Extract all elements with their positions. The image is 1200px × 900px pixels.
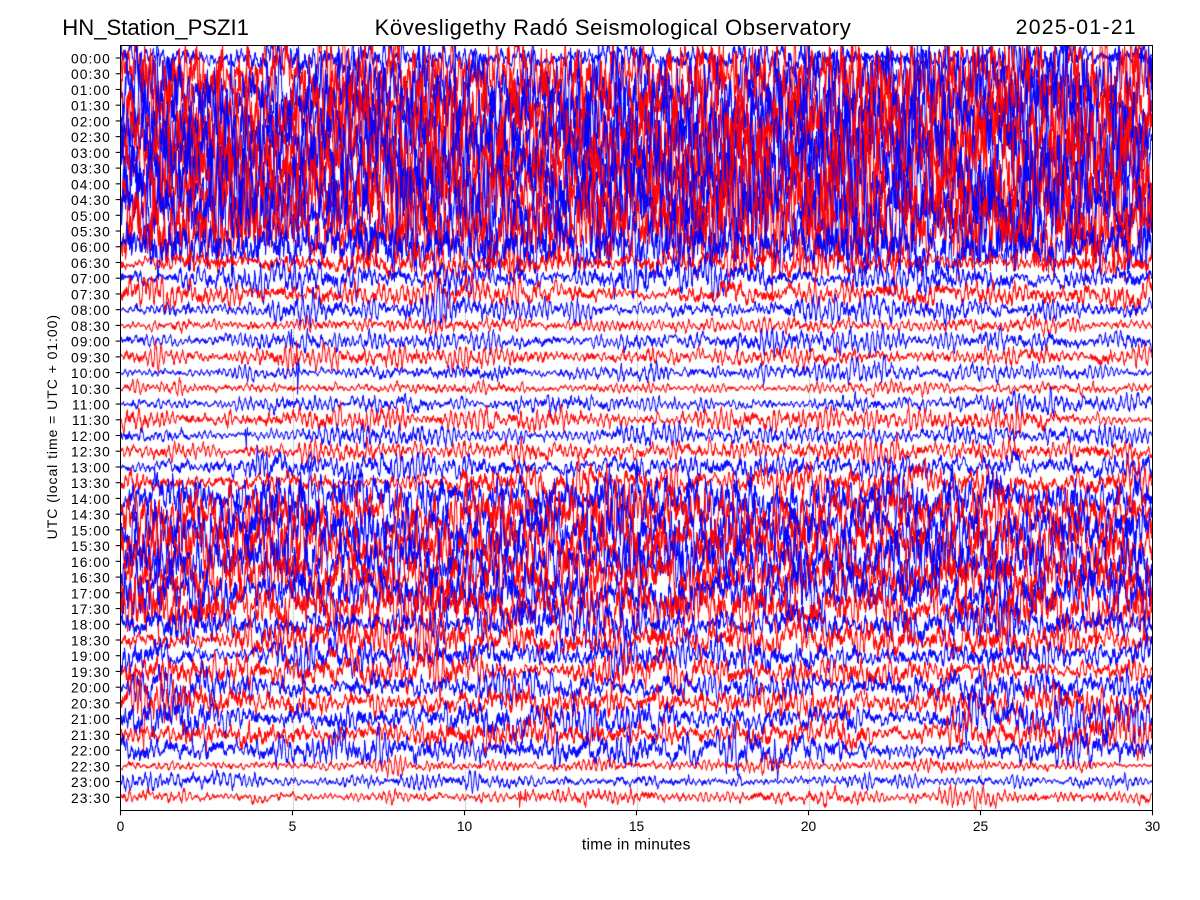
svg-text:04:00: 04:00 [71, 177, 111, 192]
svg-text:16:30: 16:30 [71, 571, 111, 586]
svg-text:09:00: 09:00 [71, 335, 111, 350]
svg-text:13:30: 13:30 [71, 476, 111, 491]
svg-text:06:30: 06:30 [71, 256, 111, 271]
svg-text:20: 20 [801, 819, 817, 834]
svg-text:08:30: 08:30 [71, 319, 111, 334]
svg-text:23:30: 23:30 [71, 791, 111, 806]
svg-text:21:00: 21:00 [71, 712, 111, 727]
svg-text:04:30: 04:30 [71, 193, 111, 208]
svg-text:11:00: 11:00 [72, 398, 111, 413]
svg-text:10:00: 10:00 [71, 366, 111, 381]
svg-text:20:30: 20:30 [71, 696, 111, 711]
svg-text:15:30: 15:30 [71, 539, 111, 554]
svg-text:03:30: 03:30 [71, 162, 111, 177]
svg-text:02:00: 02:00 [71, 114, 111, 129]
svg-text:02:30: 02:30 [71, 130, 111, 145]
svg-text:00:00: 00:00 [71, 51, 111, 66]
svg-text:11:30: 11:30 [72, 413, 111, 428]
svg-text:15: 15 [629, 819, 645, 834]
svg-text:time in minutes: time in minutes [582, 837, 691, 854]
svg-text:07:00: 07:00 [71, 272, 111, 287]
svg-text:25: 25 [973, 819, 989, 834]
svg-text:05:30: 05:30 [71, 224, 111, 239]
svg-text:20:00: 20:00 [71, 681, 111, 696]
svg-text:22:00: 22:00 [71, 744, 111, 759]
svg-text:00:30: 00:30 [71, 67, 111, 82]
svg-text:22:30: 22:30 [71, 759, 111, 774]
svg-text:07:30: 07:30 [71, 287, 111, 302]
svg-text:Kövesligethy Radó Seismologica: Kövesligethy Radó Seismological Observat… [375, 15, 852, 40]
svg-text:09:30: 09:30 [71, 350, 111, 365]
svg-text:14:00: 14:00 [71, 492, 111, 507]
svg-text:2025-01-21: 2025-01-21 [1016, 16, 1137, 39]
svg-text:19:00: 19:00 [71, 649, 111, 664]
svg-text:06:00: 06:00 [71, 240, 111, 255]
svg-text:03:00: 03:00 [71, 146, 111, 161]
svg-text:16:00: 16:00 [71, 555, 111, 570]
svg-text:13:00: 13:00 [71, 460, 111, 475]
svg-text:15:00: 15:00 [71, 523, 111, 538]
svg-text:17:30: 17:30 [71, 602, 111, 617]
svg-text:14:30: 14:30 [71, 508, 111, 523]
svg-text:18:30: 18:30 [71, 633, 111, 648]
svg-text:UTC (local time = UTC + 01:00): UTC (local time = UTC + 01:00) [44, 314, 60, 539]
svg-text:12:30: 12:30 [71, 445, 111, 460]
svg-text:18:00: 18:00 [71, 618, 111, 633]
svg-text:23:00: 23:00 [71, 775, 111, 790]
svg-text:30: 30 [1145, 819, 1161, 834]
svg-text:5: 5 [289, 819, 297, 834]
svg-text:01:30: 01:30 [71, 99, 111, 114]
svg-text:0: 0 [117, 819, 125, 834]
svg-text:HN_Station_PSZI1: HN_Station_PSZI1 [62, 15, 249, 40]
svg-text:08:00: 08:00 [71, 303, 111, 318]
svg-text:17:00: 17:00 [71, 586, 111, 601]
svg-text:10: 10 [457, 819, 473, 834]
svg-text:05:00: 05:00 [71, 209, 111, 224]
svg-text:12:00: 12:00 [71, 429, 111, 444]
svg-text:01:00: 01:00 [71, 83, 111, 98]
svg-text:19:30: 19:30 [71, 665, 111, 680]
svg-text:21:30: 21:30 [71, 728, 111, 743]
svg-text:10:30: 10:30 [71, 382, 111, 397]
